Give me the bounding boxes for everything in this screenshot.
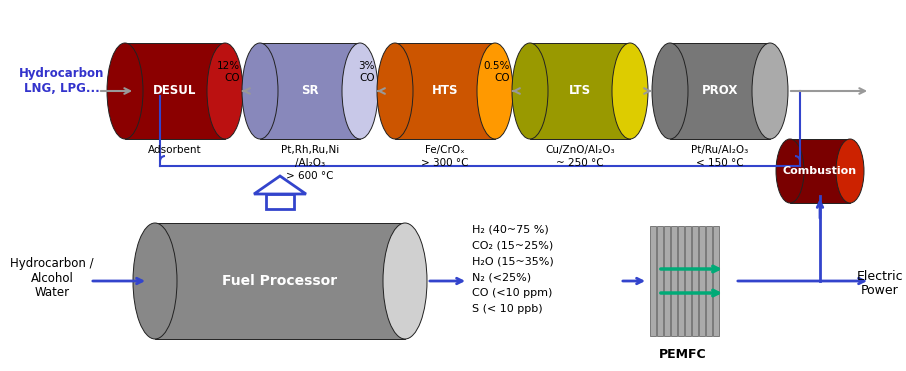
Ellipse shape <box>776 139 804 203</box>
Text: SR: SR <box>301 85 319 98</box>
Bar <box>790 139 850 203</box>
Ellipse shape <box>133 223 177 339</box>
Bar <box>266 194 294 209</box>
Ellipse shape <box>207 43 243 139</box>
Text: 3%
CO: 3% CO <box>359 61 375 83</box>
Bar <box>395 43 495 139</box>
Text: PROX: PROX <box>702 85 738 98</box>
Text: LTS: LTS <box>569 85 591 98</box>
Text: Fe/CrOₓ
> 300 °C: Fe/CrOₓ > 300 °C <box>421 145 468 168</box>
Ellipse shape <box>752 43 788 139</box>
Text: CO (<10 ppm): CO (<10 ppm) <box>472 288 553 298</box>
Text: Hydrocarbon: Hydrocarbon <box>19 66 105 79</box>
Bar <box>125 43 225 139</box>
Ellipse shape <box>383 223 427 339</box>
Text: 0.5%
CO: 0.5% CO <box>484 61 510 83</box>
Text: N₂ (<25%): N₂ (<25%) <box>472 272 531 282</box>
Bar <box>657 226 663 336</box>
Bar <box>260 43 360 139</box>
Ellipse shape <box>107 43 143 139</box>
Text: Adsorbent: Adsorbent <box>149 145 202 155</box>
Bar <box>671 226 677 336</box>
Text: 12%
CO: 12% CO <box>217 61 240 83</box>
Text: Pt,Rh,Ru,Ni
/Al₂O₃
> 600 °C: Pt,Rh,Ru,Ni /Al₂O₃ > 600 °C <box>281 145 339 181</box>
Text: Combustion: Combustion <box>783 166 857 176</box>
Polygon shape <box>254 176 306 194</box>
Ellipse shape <box>477 43 513 139</box>
Ellipse shape <box>652 43 688 139</box>
Text: H₂O (15~35%): H₂O (15~35%) <box>472 256 554 266</box>
Ellipse shape <box>836 139 864 203</box>
Text: Hydrocarbon /: Hydrocarbon / <box>10 256 94 269</box>
Text: Power: Power <box>861 285 899 298</box>
Text: LNG, LPG...: LNG, LPG... <box>24 82 100 95</box>
Bar <box>670 43 770 139</box>
Bar <box>699 226 705 336</box>
Bar <box>692 226 698 336</box>
Bar <box>678 226 684 336</box>
Text: HTS: HTS <box>432 85 458 98</box>
Ellipse shape <box>342 43 378 139</box>
Ellipse shape <box>612 43 648 139</box>
Bar <box>155 223 405 339</box>
Ellipse shape <box>512 43 548 139</box>
Text: Water: Water <box>34 286 70 299</box>
Bar <box>685 226 691 336</box>
Bar <box>530 43 630 139</box>
Text: Cu/ZnO/Al₂O₃
~ 250 °C: Cu/ZnO/Al₂O₃ ~ 250 °C <box>545 145 615 168</box>
Bar <box>713 226 719 336</box>
Text: CO₂ (15~25%): CO₂ (15~25%) <box>472 240 554 250</box>
Bar <box>664 226 670 336</box>
Text: H₂ (40~75 %): H₂ (40~75 %) <box>472 224 549 234</box>
Ellipse shape <box>377 43 413 139</box>
Text: Fuel Processor: Fuel Processor <box>223 274 338 288</box>
Text: DESUL: DESUL <box>153 85 197 98</box>
Text: S (< 10 ppb): S (< 10 ppb) <box>472 304 543 314</box>
Bar <box>706 226 712 336</box>
Text: PEMFC: PEMFC <box>660 348 707 361</box>
Ellipse shape <box>242 43 278 139</box>
Text: Electric: Electric <box>857 269 903 282</box>
Text: Alcohol: Alcohol <box>31 272 73 285</box>
Text: Pt/Ru/Al₂O₃
< 150 °C: Pt/Ru/Al₂O₃ < 150 °C <box>691 145 748 168</box>
Bar <box>650 226 656 336</box>
